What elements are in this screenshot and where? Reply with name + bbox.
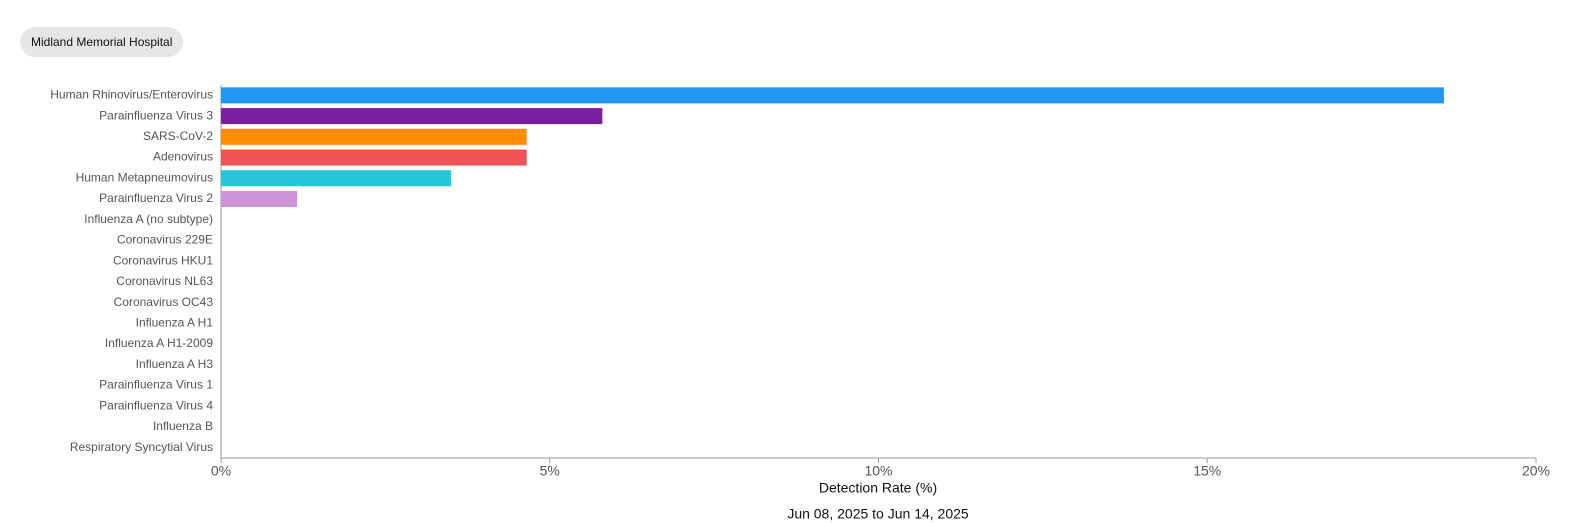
y-tick-label: Coronavirus NL63 xyxy=(116,274,213,288)
subtitle: Jun 08, 2025 to Jun 14, 2025 xyxy=(787,506,969,522)
bar xyxy=(221,149,527,166)
y-tick-label: Influenza A H1-2009 xyxy=(105,336,213,350)
y-tick-label: Parainfluenza Virus 2 xyxy=(99,191,213,205)
bar xyxy=(221,87,1444,104)
y-tick-label: Parainfluenza Virus 1 xyxy=(99,378,213,392)
y-tick-label: Influenza A H1 xyxy=(136,315,214,329)
bar xyxy=(221,128,527,145)
x-tick-label: 0% xyxy=(211,463,231,479)
y-tick-label: Influenza A (no subtype) xyxy=(84,212,213,226)
x-tick-label: 15% xyxy=(1193,463,1221,479)
y-tick-label: Parainfluenza Virus 4 xyxy=(99,398,213,412)
y-tick-label: Human Rhinovirus/Enterovirus xyxy=(50,88,213,102)
x-tick-label: 10% xyxy=(864,463,892,479)
y-tick-label: SARS-CoV-2 xyxy=(143,129,213,143)
x-tick-label: 5% xyxy=(540,463,560,479)
y-tick-label: Parainfluenza Virus 3 xyxy=(99,108,213,122)
y-tick-label: Coronavirus HKU1 xyxy=(113,253,213,267)
y-tick-label: Coronavirus OC43 xyxy=(114,295,214,309)
y-tick-label: Influenza B xyxy=(153,419,213,433)
bar xyxy=(221,170,452,187)
y-tick-label: Influenza A H3 xyxy=(136,357,214,371)
bar xyxy=(221,190,298,207)
hospital-badge[interactable]: Midland Memorial Hospital xyxy=(20,27,184,57)
x-tick-label: 20% xyxy=(1522,463,1550,479)
y-tick-label: Respiratory Syncytial Virus xyxy=(70,440,213,454)
y-tick-label: Coronavirus 229E xyxy=(117,233,213,247)
bar xyxy=(221,108,603,125)
x-axis-label: Detection Rate (%) xyxy=(819,480,937,496)
y-tick-label: Human Metapneumovirus xyxy=(76,170,213,184)
y-tick-label: Adenovirus xyxy=(153,150,213,164)
